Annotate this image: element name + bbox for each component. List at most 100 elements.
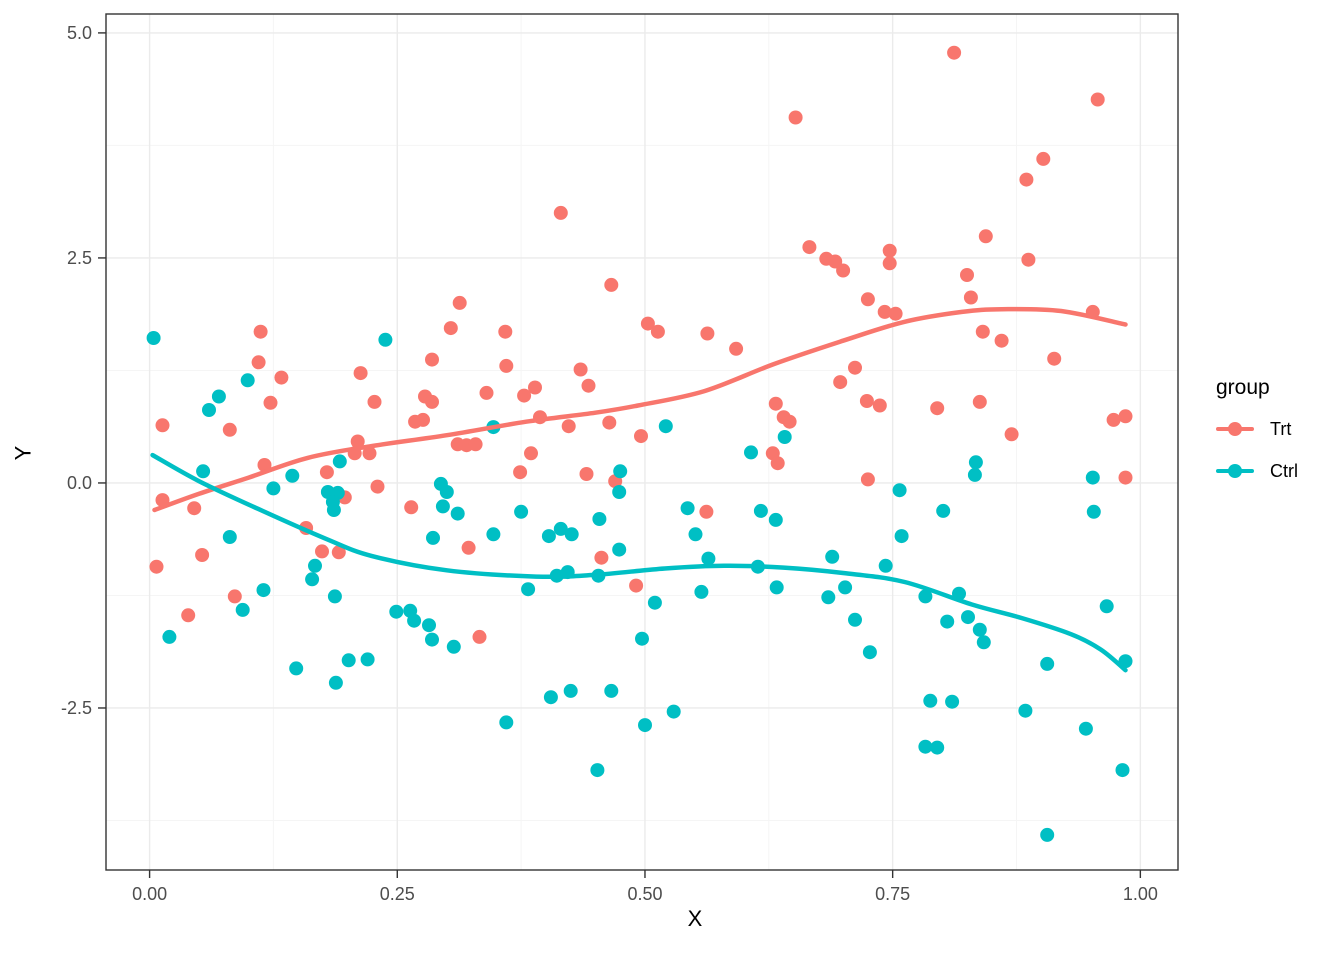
svg-text:0.25: 0.25 [380, 884, 415, 904]
data-point [468, 437, 483, 452]
data-point [479, 385, 494, 400]
data-point [331, 545, 346, 560]
data-point [573, 362, 588, 377]
data-point [1021, 252, 1036, 267]
data-point [838, 580, 853, 595]
data-point [635, 631, 649, 646]
data-point [289, 661, 304, 676]
data-point [367, 394, 382, 409]
data-point [202, 403, 216, 417]
data-point [517, 388, 532, 403]
grid-minor [106, 14, 1178, 870]
data-point [443, 321, 458, 336]
data-point [378, 332, 393, 347]
data-point [563, 683, 578, 698]
data-point [155, 418, 170, 433]
data-point [594, 550, 609, 565]
data-point [892, 483, 907, 498]
data-point [404, 500, 419, 515]
data-point [1019, 172, 1034, 187]
svg-text:-2.5: -2.5 [61, 698, 92, 718]
data-point [1090, 92, 1105, 107]
data-point [524, 446, 538, 461]
data-point [1040, 656, 1055, 671]
data-point [936, 503, 951, 518]
data-point [862, 645, 877, 660]
data-point [472, 629, 487, 644]
data-point [612, 485, 627, 499]
x-tick-labels: 0.00 0.25 0.50 0.75 1.00 [132, 884, 1158, 904]
data-point [581, 378, 596, 393]
data-point [613, 464, 628, 479]
data-point [315, 544, 329, 559]
data-point [1086, 504, 1101, 519]
data-point [680, 501, 695, 516]
trt-key-icon [1216, 421, 1254, 437]
data-point [389, 604, 404, 619]
data-point [425, 352, 439, 367]
data-point [968, 455, 983, 470]
data-point [947, 45, 962, 60]
data-point [694, 584, 709, 599]
data-point [553, 521, 568, 536]
ctrl-key-icon [1216, 463, 1254, 479]
data-point [1099, 599, 1114, 614]
data-point [604, 277, 619, 292]
data-point [788, 110, 803, 125]
data-point [650, 324, 665, 339]
data-point [439, 485, 454, 499]
data-point [975, 324, 990, 339]
data-point [882, 243, 897, 258]
data-point [341, 653, 356, 668]
data-point [543, 690, 558, 705]
data-point [877, 304, 892, 319]
data-point [930, 401, 945, 416]
data-point [860, 472, 875, 487]
data-point [930, 740, 945, 755]
axis-ticks [98, 32, 1142, 878]
data-point [1018, 703, 1033, 718]
data-point [1047, 351, 1062, 366]
data-point [825, 549, 840, 564]
data-point [700, 326, 715, 341]
data-point [590, 763, 605, 778]
data-point [513, 465, 528, 480]
data-point [251, 355, 266, 370]
data-point [235, 602, 250, 617]
data-point [181, 608, 196, 623]
data-point [833, 375, 848, 390]
data-point [940, 614, 955, 629]
data-point [699, 504, 714, 519]
data-point [425, 632, 439, 647]
data-point [326, 503, 341, 517]
data-point [1115, 763, 1130, 778]
data-point [701, 551, 716, 566]
data-point [1040, 827, 1055, 842]
data-point [353, 366, 368, 381]
data-point [328, 675, 343, 690]
data-point [1085, 470, 1100, 485]
legend-title: group [1216, 376, 1270, 399]
svg-text:0.00: 0.00 [132, 884, 167, 904]
data-point [888, 306, 903, 321]
data-point [195, 548, 210, 562]
data-point [1036, 151, 1051, 166]
data-point [782, 414, 797, 429]
data-point [612, 542, 627, 557]
points-ctrl [146, 331, 1133, 842]
data-point [978, 229, 993, 244]
data-point [514, 504, 529, 519]
data-point [446, 639, 461, 654]
data-point [146, 331, 161, 345]
svg-text:2.5: 2.5 [67, 248, 92, 268]
y-axis-title: Y [10, 445, 36, 461]
data-point [222, 422, 237, 437]
data-point [882, 256, 897, 271]
data-point [461, 540, 476, 555]
data-point [848, 360, 862, 375]
svg-text:1.00: 1.00 [1123, 884, 1158, 904]
data-point [821, 590, 836, 605]
legend-label-ctrl: Ctrl [1270, 460, 1298, 481]
data-point [240, 373, 255, 388]
